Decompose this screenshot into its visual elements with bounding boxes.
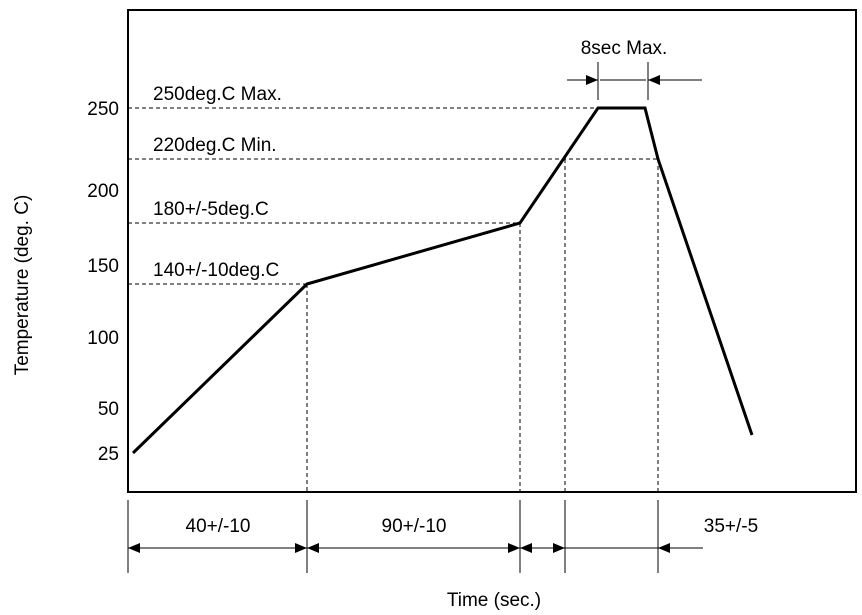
reference-label: 180+/-5deg.C	[153, 199, 269, 220]
plot-frame	[127, 9, 857, 493]
y-tick-label: 150	[87, 256, 119, 277]
reference-label: 140+/-10deg.C	[153, 260, 279, 281]
profile-line	[131, 106, 754, 455]
temperature-profile	[131, 106, 754, 455]
reference-label: 220deg.C Min.	[153, 135, 277, 156]
reference-label: 250deg.C Max.	[153, 84, 282, 105]
reference-lines: 250deg.C Max. 220deg.C Min. 180+/-5deg.C 14…	[128, 84, 658, 285]
time-intervals: 40+/-10 90+/-10 35+/-5	[127, 500, 758, 573]
y-tick-labels: 25 50 100 150 200 250	[87, 99, 119, 465]
y-tick-label: 250	[87, 99, 119, 120]
x-axis-title: Time (sec.)	[447, 590, 541, 611]
y-tick-label: 50	[98, 399, 119, 420]
interval-label: 40+/-10	[186, 516, 251, 537]
interval-label: 35+/-5	[704, 516, 758, 537]
interval-label: 90+/-10	[382, 516, 447, 537]
time-markers	[306, 159, 659, 492]
peak-interval: 8sec Max.	[567, 38, 702, 100]
y-tick-label: 200	[87, 181, 119, 202]
y-tick-label: 100	[87, 328, 119, 349]
y-axis-title: Temperature (deg. C)	[12, 195, 33, 376]
y-tick-label: 25	[98, 444, 119, 465]
peak-label: 8sec Max.	[581, 38, 668, 59]
